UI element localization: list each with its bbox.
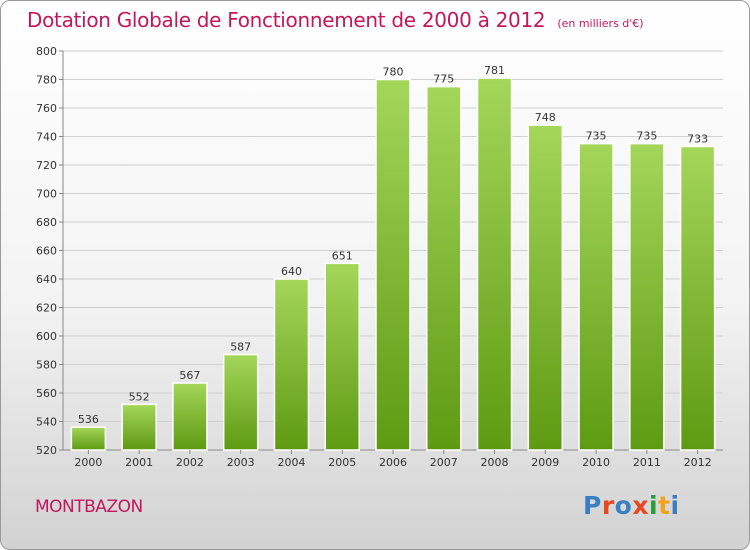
y-tick-label: 740 (36, 131, 57, 144)
bar-value-label: 567 (179, 369, 200, 382)
bar-value-label: 587 (230, 341, 251, 354)
x-tick-label: 2003 (227, 456, 255, 469)
bar (476, 77, 513, 451)
logo-letter: x (632, 491, 649, 520)
y-tick-label: 780 (36, 74, 57, 87)
logo-letter: t (658, 491, 671, 520)
logo-letter: r (601, 491, 615, 520)
y-tick-label: 680 (36, 216, 57, 229)
bar (70, 426, 107, 451)
x-tick-label: 2001 (125, 456, 153, 469)
chart-title: Dotation Globale de Fonctionnement de 20… (27, 8, 644, 32)
town-name: MONTBAZON (35, 497, 143, 517)
x-tick-label: 2000 (74, 456, 102, 469)
x-tick-label: 2006 (379, 456, 407, 469)
x-tick-label: 2009 (531, 456, 559, 469)
bar (172, 382, 208, 451)
y-tick-label: 760 (36, 102, 57, 115)
x-tick-label: 2010 (582, 456, 610, 469)
bar-value-label: 735 (586, 130, 607, 143)
bar-value-label: 780 (383, 66, 404, 79)
bar (375, 78, 411, 451)
bar (679, 145, 716, 451)
y-tick-label: 560 (36, 387, 57, 400)
bar-value-label: 733 (687, 132, 708, 145)
x-tick-label: 2007 (430, 456, 458, 469)
x-tick-label: 2012 (684, 456, 712, 469)
bar-value-label: 748 (535, 111, 556, 124)
x-tick-label: 2004 (277, 456, 305, 469)
y-tick-label: 520 (36, 444, 57, 457)
bar (629, 142, 665, 451)
y-tick-label: 620 (36, 302, 57, 315)
logo-letter: i (670, 491, 680, 520)
bar (527, 124, 564, 451)
y-tick-label: 800 (36, 45, 57, 58)
bar (426, 85, 462, 451)
x-tick-label: 2005 (328, 456, 356, 469)
y-tick-label: 720 (36, 159, 57, 172)
bar (222, 353, 259, 451)
logo-letter: P (583, 491, 602, 520)
bar-value-label: 552 (129, 390, 150, 403)
bar-value-label: 775 (433, 73, 454, 86)
chart-unit-note: (en milliers d'€) (557, 17, 644, 30)
chart-title-text: Dotation Globale de Fonctionnement de 20… (27, 8, 546, 32)
bar-value-label: 651 (332, 249, 353, 262)
logo-letter: i (649, 491, 659, 520)
y-tick-label: 540 (36, 416, 57, 429)
y-tick-label: 580 (36, 359, 57, 372)
bar (578, 142, 614, 451)
bar (273, 278, 310, 451)
y-tick-label: 640 (36, 273, 57, 286)
proxiti-logo: Proxiti (583, 491, 680, 520)
x-tick-label: 2011 (633, 456, 661, 469)
x-tick-label: 2002 (176, 456, 204, 469)
bar-value-label: 640 (281, 265, 302, 278)
y-tick-label: 700 (36, 188, 57, 201)
bar-value-label: 781 (484, 64, 505, 77)
bar (121, 403, 157, 451)
x-tick-label: 2008 (481, 456, 509, 469)
y-tick-label: 660 (36, 245, 57, 258)
bar (324, 262, 360, 451)
y-tick-label: 600 (36, 330, 57, 343)
bar-value-label: 536 (78, 413, 99, 426)
bar-value-label: 735 (636, 130, 657, 143)
logo-letter: o (614, 491, 633, 520)
